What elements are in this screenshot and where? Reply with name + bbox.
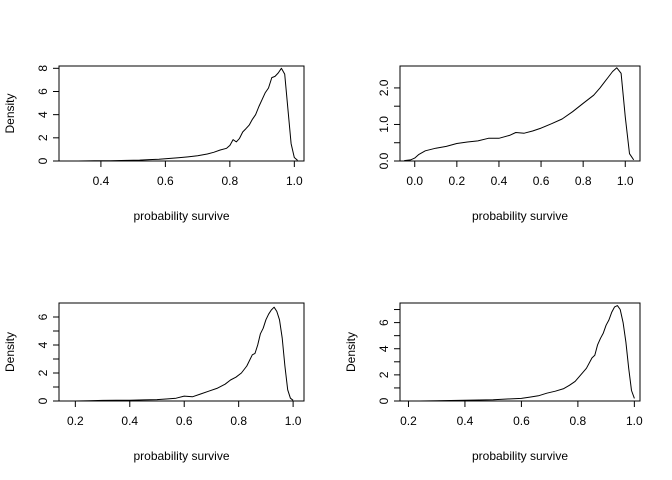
- x-tick-label: 0.8: [222, 174, 239, 188]
- x-tick-label: 1.0: [617, 174, 634, 188]
- y-tick-label: 0: [36, 157, 50, 164]
- y-tick-label: 0: [377, 397, 391, 404]
- y-tick-label: 4: [36, 341, 50, 348]
- plot-frame: [399, 65, 641, 162]
- x-tick-label: 0.0: [406, 174, 423, 188]
- x-tick-label: 1.0: [285, 414, 302, 428]
- x-tick-label: 0.8: [230, 414, 247, 428]
- panel-3: 0.2 0.4 0.6 0.8 1.0 0 2 4 6 probability survive De…: [3, 302, 305, 463]
- density-curve: [61, 306, 294, 402]
- y-tick-label: 2: [377, 371, 391, 378]
- y-tick-label: 6: [36, 88, 50, 95]
- x-tick-label: 0.4: [121, 414, 138, 428]
- x-axis-label: probability survive: [472, 209, 568, 223]
- x-axis-label: probability survive: [472, 449, 568, 463]
- x-axis-label: probability survive: [133, 449, 229, 463]
- x-tick-label: 0.6: [176, 414, 193, 428]
- x-tick-label: 0.4: [93, 174, 110, 188]
- y-tick-label: 0: [36, 397, 50, 404]
- x-tick-label: 1.0: [286, 174, 303, 188]
- x-tick-label: 0.6: [513, 414, 530, 428]
- density-curve: [404, 67, 635, 162]
- y-tick-label: 2.0: [377, 79, 391, 96]
- y-tick-label: 0.0: [377, 152, 391, 169]
- y-tick-label: 1.0: [377, 116, 391, 133]
- plot-frame: [58, 302, 305, 402]
- y-axis-label: Density: [344, 332, 358, 372]
- x-tick-label: 0.2: [67, 414, 84, 428]
- panel-1: 0.4 0.6 0.8 1.0 0 2 4 6 8 probability survive Dens…: [3, 65, 305, 223]
- y-tick-label: 8: [36, 65, 50, 72]
- y-tick-label: 6: [36, 313, 50, 320]
- x-tick-label: 0.4: [491, 174, 508, 188]
- x-tick-label: 0.2: [400, 414, 417, 428]
- density-curve: [62, 67, 298, 162]
- x-tick-label: 0.6: [157, 174, 174, 188]
- x-tick-label: 1.0: [626, 414, 643, 428]
- panel-2: 0.0 0.2 0.4 0.6 0.8 1.0 0.0 1.0 2.0 probability s…: [377, 65, 641, 223]
- x-tick-label: 0.4: [457, 414, 474, 428]
- y-axis-label: Density: [3, 93, 17, 133]
- x-tick-label: 0.6: [533, 174, 550, 188]
- y-tick-label: 2: [36, 134, 50, 141]
- x-tick-label: 0.8: [570, 414, 587, 428]
- density-curve: [405, 305, 635, 402]
- y-tick-label: 4: [36, 111, 50, 118]
- y-axis-label: Density: [3, 332, 17, 372]
- plot-frame: [399, 302, 641, 402]
- x-tick-label: 0.2: [448, 174, 465, 188]
- y-tick-label: 4: [377, 345, 391, 352]
- y-tick-label: 2: [36, 369, 50, 376]
- x-tick-label: 0.8: [575, 174, 592, 188]
- panel-4: 0.2 0.4 0.6 0.8 1.0 0 2 4 6 probability survive De…: [344, 302, 643, 463]
- plot-frame: [58, 65, 305, 162]
- y-tick-label: 6: [377, 319, 391, 326]
- x-axis-label: probability survive: [133, 209, 229, 223]
